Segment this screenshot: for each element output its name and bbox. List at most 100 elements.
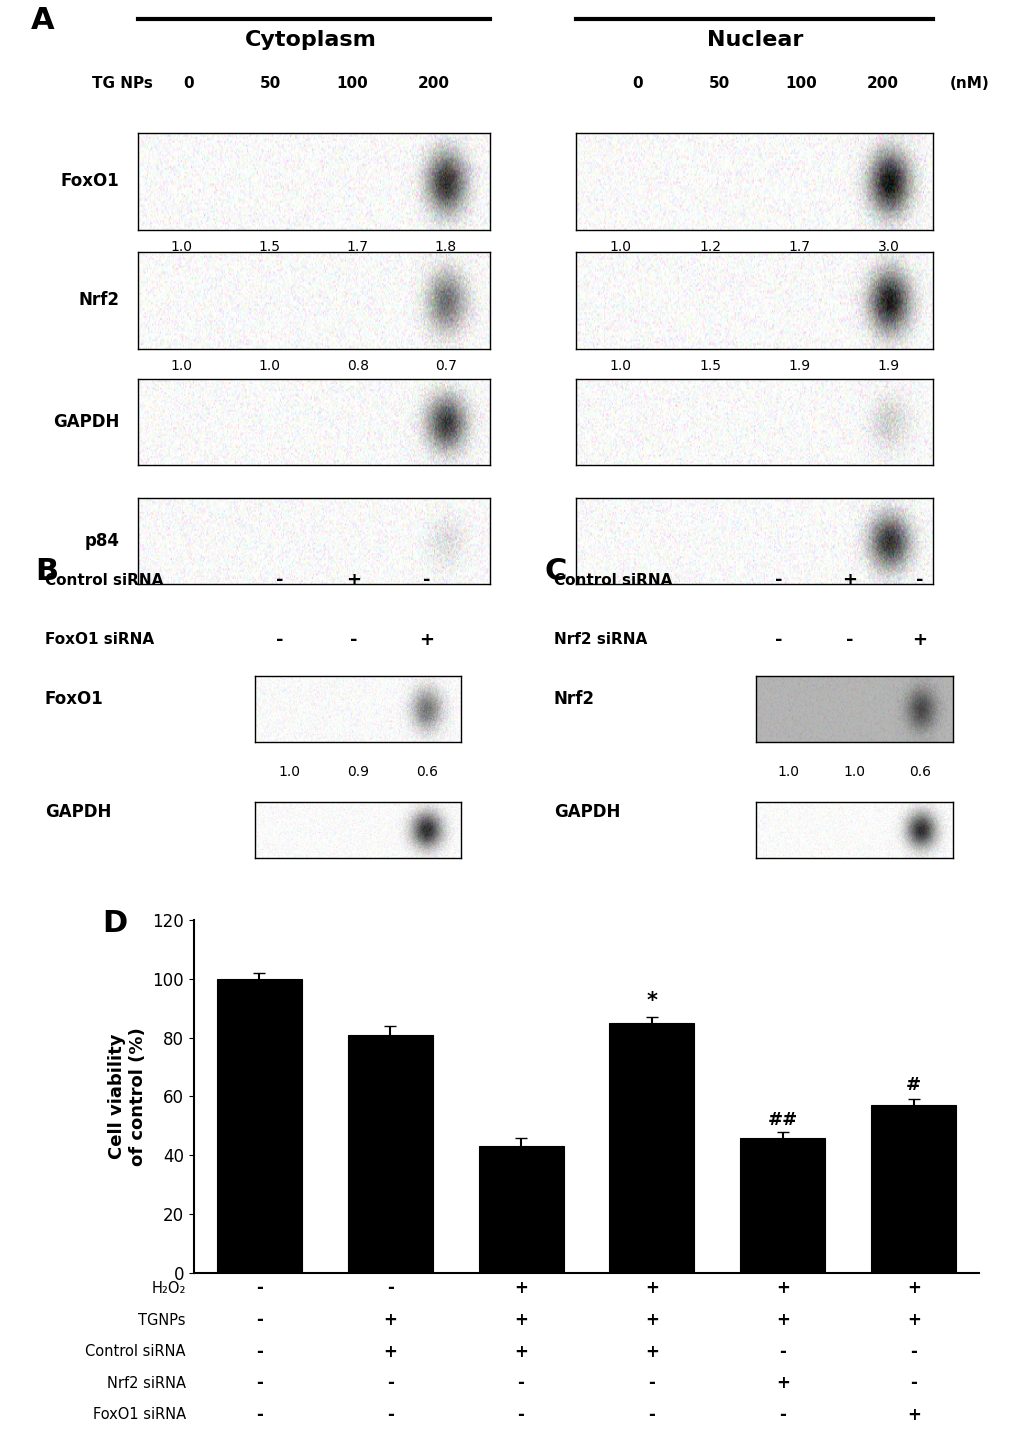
Text: A: A bbox=[31, 6, 54, 35]
Text: 1.0: 1.0 bbox=[776, 765, 799, 779]
Text: -: - bbox=[517, 1406, 524, 1424]
Text: Cytoplasm: Cytoplasm bbox=[245, 30, 377, 50]
Text: 1.8: 1.8 bbox=[434, 240, 457, 253]
Text: 1.7: 1.7 bbox=[788, 240, 810, 253]
Text: Control siRNA: Control siRNA bbox=[553, 572, 672, 588]
Text: GAPDH: GAPDH bbox=[53, 413, 119, 431]
Text: D: D bbox=[102, 909, 127, 938]
Bar bbox=[608, 1022, 694, 1273]
Text: -: - bbox=[256, 1343, 263, 1360]
Text: -: - bbox=[276, 571, 283, 590]
Text: +: + bbox=[775, 1311, 789, 1329]
Text: -: - bbox=[648, 1406, 655, 1424]
Text: 0.8: 0.8 bbox=[346, 358, 368, 372]
Text: Control siRNA: Control siRNA bbox=[45, 572, 163, 588]
Text: -: - bbox=[423, 571, 430, 590]
Text: 50: 50 bbox=[260, 76, 280, 91]
Text: +: + bbox=[644, 1311, 658, 1329]
Text: 1.2: 1.2 bbox=[698, 240, 720, 253]
Text: -: - bbox=[648, 1375, 655, 1392]
Text: p84: p84 bbox=[85, 532, 119, 551]
Text: GAPDH: GAPDH bbox=[553, 802, 620, 821]
Text: H₂O₂: H₂O₂ bbox=[151, 1281, 185, 1296]
Bar bbox=[347, 1035, 432, 1273]
Text: Control siRNA: Control siRNA bbox=[86, 1345, 185, 1359]
Text: -: - bbox=[256, 1311, 263, 1329]
Text: 1.0: 1.0 bbox=[609, 240, 632, 253]
Bar bbox=[870, 1106, 956, 1273]
Text: +: + bbox=[514, 1280, 528, 1297]
Text: +: + bbox=[775, 1280, 789, 1297]
Text: FoxO1 siRNA: FoxO1 siRNA bbox=[93, 1408, 185, 1422]
Text: B: B bbox=[35, 557, 58, 585]
Text: ##: ## bbox=[767, 1110, 797, 1129]
Text: #: # bbox=[905, 1076, 920, 1093]
Text: -: - bbox=[909, 1343, 916, 1360]
Text: 3.0: 3.0 bbox=[877, 240, 899, 253]
Text: -: - bbox=[256, 1280, 263, 1297]
Text: -: - bbox=[774, 631, 782, 649]
Text: -: - bbox=[909, 1375, 916, 1392]
Text: -: - bbox=[386, 1406, 393, 1424]
Text: Nrf2 siRNA: Nrf2 siRNA bbox=[553, 633, 646, 647]
Text: *: * bbox=[646, 991, 657, 1011]
Text: -: - bbox=[386, 1375, 393, 1392]
Text: Nrf2 siRNA: Nrf2 siRNA bbox=[107, 1376, 185, 1391]
Text: 0.7: 0.7 bbox=[434, 358, 457, 372]
Text: FoxO1: FoxO1 bbox=[45, 690, 104, 707]
Text: 0.6: 0.6 bbox=[908, 765, 930, 779]
Text: FoxO1: FoxO1 bbox=[60, 173, 119, 190]
Text: 1.7: 1.7 bbox=[346, 240, 368, 253]
Text: -: - bbox=[517, 1375, 524, 1392]
Text: 1.0: 1.0 bbox=[170, 358, 193, 372]
Text: -: - bbox=[845, 631, 852, 649]
Y-axis label: Cell viability
of control (%): Cell viability of control (%) bbox=[108, 1027, 147, 1166]
Text: +: + bbox=[906, 1311, 920, 1329]
Text: TGNPs: TGNPs bbox=[139, 1313, 185, 1327]
Text: 1.5: 1.5 bbox=[698, 358, 720, 372]
Bar bbox=[216, 979, 302, 1273]
Text: 1.0: 1.0 bbox=[843, 765, 864, 779]
Text: 1.9: 1.9 bbox=[876, 358, 899, 372]
Text: -: - bbox=[915, 571, 922, 590]
Text: +: + bbox=[383, 1343, 396, 1360]
Text: -: - bbox=[256, 1406, 263, 1424]
Text: -: - bbox=[350, 631, 357, 649]
Text: +: + bbox=[383, 1311, 396, 1329]
Text: 200: 200 bbox=[865, 76, 898, 91]
Text: +: + bbox=[514, 1343, 528, 1360]
Text: +: + bbox=[644, 1280, 658, 1297]
Text: +: + bbox=[911, 631, 926, 649]
Text: +: + bbox=[419, 631, 434, 649]
Text: 50: 50 bbox=[708, 76, 729, 91]
Text: Nrf2: Nrf2 bbox=[78, 292, 119, 309]
Text: C: C bbox=[544, 557, 567, 585]
Text: 0: 0 bbox=[183, 76, 194, 91]
Text: -: - bbox=[386, 1280, 393, 1297]
Text: 0.9: 0.9 bbox=[346, 765, 369, 779]
Text: 1.5: 1.5 bbox=[259, 240, 280, 253]
Text: 100: 100 bbox=[335, 76, 368, 91]
Text: 1.0: 1.0 bbox=[170, 240, 193, 253]
Text: -: - bbox=[256, 1375, 263, 1392]
Text: -: - bbox=[779, 1343, 786, 1360]
Text: 200: 200 bbox=[417, 76, 449, 91]
Text: -: - bbox=[779, 1406, 786, 1424]
Text: +: + bbox=[345, 571, 361, 590]
Text: +: + bbox=[514, 1311, 528, 1329]
Text: 0: 0 bbox=[632, 76, 642, 91]
Bar bbox=[740, 1137, 824, 1273]
Text: +: + bbox=[906, 1406, 920, 1424]
Text: +: + bbox=[775, 1375, 789, 1392]
Text: TG NPs: TG NPs bbox=[92, 76, 153, 91]
Text: (nM): (nM) bbox=[949, 76, 988, 91]
Text: 1.9: 1.9 bbox=[788, 358, 810, 372]
Text: Nuclear: Nuclear bbox=[706, 30, 802, 50]
Text: +: + bbox=[644, 1343, 658, 1360]
Text: Nrf2: Nrf2 bbox=[553, 690, 594, 707]
Text: +: + bbox=[841, 571, 856, 590]
Text: -: - bbox=[276, 631, 283, 649]
Text: 100: 100 bbox=[784, 76, 816, 91]
Text: 1.0: 1.0 bbox=[259, 358, 280, 372]
Text: 1.0: 1.0 bbox=[609, 358, 632, 372]
